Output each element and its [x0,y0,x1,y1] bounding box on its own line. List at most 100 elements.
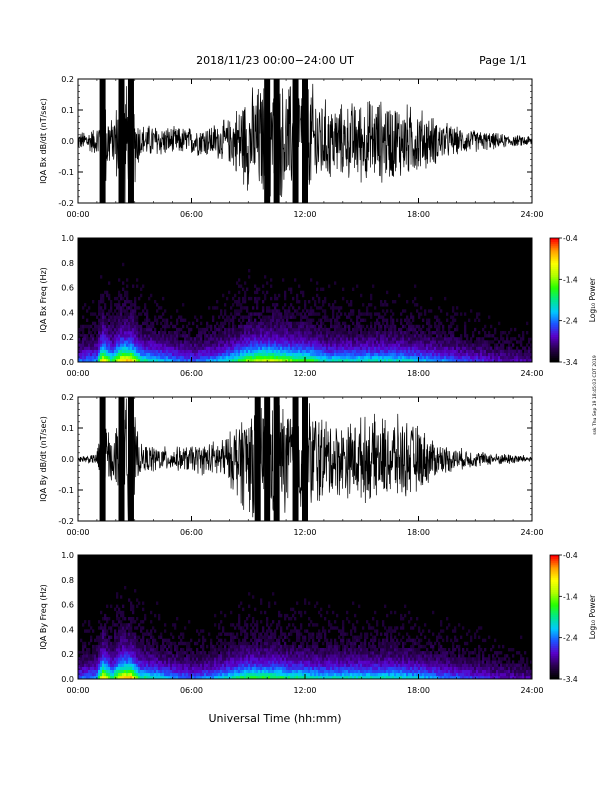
spectrogram-cell [162,349,165,353]
spectrogram-cell [192,340,195,344]
spectrogram-cell [120,346,123,350]
spectrogram-cell [134,641,137,646]
spectrogram-cell [154,300,157,304]
spectrogram-cell [314,343,317,347]
spectrogram-cell [308,352,311,357]
spectrogram-cell [262,660,265,664]
spectrogram-cell [386,290,389,295]
spectrogram-cell [82,306,85,310]
spectrogram-cell [312,358,315,363]
spectrogram-cell [214,666,217,670]
spectrogram-cell [118,315,121,319]
spectrogram-cell [434,346,437,350]
spectrogram-cell [92,346,95,350]
spectrogram-cell [318,340,321,344]
spectrogram-cell [234,651,237,655]
spectrogram-cell [280,358,283,363]
spectrogram-cell [440,355,443,360]
spectrogram-cell [190,346,193,350]
spectrogram-cell [182,352,185,357]
spectrogram-cell [284,358,287,363]
spectrogram-cell [436,352,439,357]
spectrogram-cell [260,672,263,677]
spectrogram-cell [114,327,117,332]
spectrogram-cell [346,315,349,319]
spectrogram-cell [128,648,131,652]
spectrogram-cell [222,324,225,329]
spectrogram-cell [260,352,263,357]
spectrogram-cell [254,300,257,304]
spectrogram-cell [244,281,247,285]
spectrogram-cell [228,349,231,353]
spectrogram-cell [306,343,309,347]
spectrogram-cell [406,355,409,360]
spectrogram-cell [178,327,181,332]
spectrogram-cell [214,334,217,338]
spectrogram-cell [264,349,267,353]
spectrogram-cell [128,641,131,646]
spectrogram-cell [152,644,155,649]
spectrogram-cell [178,331,181,335]
spectrogram-cell [162,324,165,329]
spectrogram-cell [228,331,231,335]
spectrogram-cell [80,334,83,338]
spectrogram-cell [158,666,161,670]
spectrogram-cell [214,346,217,350]
spectrogram-cell [146,657,149,661]
spectrogram-cell [440,334,443,338]
spectrogram-cell [180,654,183,658]
spectrogram-cell [264,675,267,680]
spectrogram-cell [246,327,249,332]
spectrogram-cell [308,331,311,335]
spectrogram-cell [196,660,199,664]
spectrogram-cell [452,352,455,357]
spectrogram-cell [250,346,253,350]
spectrogram-cell [148,669,151,674]
spectrogram-cell [194,660,197,664]
spectrogram-cell [180,641,183,646]
spectrogram-cell [188,352,191,357]
spectrogram-cell [234,644,237,649]
spectrogram-cell [144,660,147,664]
spectrogram-cell [116,663,119,667]
spectrogram-cell [232,641,235,646]
spectrogram-cell [308,358,311,363]
spectrogram-cell [260,641,263,646]
spectrogram-cell [106,666,109,670]
spectrogram-cell [356,355,359,360]
spectrogram-cell [108,327,111,332]
spectrogram-cell [244,635,247,639]
spectrogram-cell [234,669,237,674]
spectrogram-cell [360,334,363,338]
spectrogram-cell [388,355,391,360]
spectrogram-cell [126,293,129,298]
spectrogram-cell [472,358,475,363]
spectrogram-cell [140,340,143,344]
spectrogram-cell [204,358,207,363]
spectrogram-cell [438,321,441,326]
spectrogram-cell [206,669,209,674]
spectrogram-cell [248,663,251,667]
spectrogram-cell [294,321,297,326]
spectrogram-cell [386,309,389,313]
spectrogram-cell [476,358,479,363]
spectrogram-cell [248,327,251,332]
spectrogram-cell [118,343,121,347]
spectrogram-cell [182,675,185,680]
spectrogram-cell [232,327,235,332]
spectrogram-cell [378,343,381,347]
spectrogram-cell [106,346,109,350]
spectrogram-cell [474,340,477,344]
spectrogram-cell [184,358,187,363]
spectrogram-cell [92,334,95,338]
spectrogram-cell [422,340,425,344]
spectrogram-cell [284,331,287,335]
spectrogram-cell [196,651,199,655]
spectrogram-cell [430,334,433,338]
spectrogram-cell [242,358,245,363]
spectrogram-cell [102,318,105,322]
spectrogram-cell [504,340,507,344]
spectrogram-cell [158,675,161,680]
spectrogram-cell [100,632,103,636]
spectrogram-cell [232,355,235,360]
